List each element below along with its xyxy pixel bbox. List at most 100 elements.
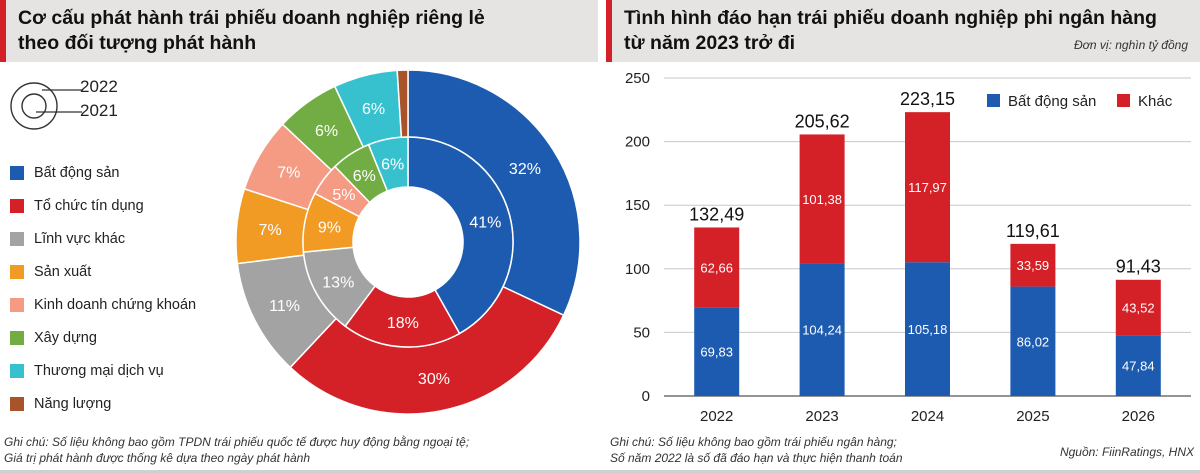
bar-value-label: 104,24 <box>802 323 842 338</box>
left-title-bar: Cơ cấu phát hành trái phiếu doanh nghiệp… <box>0 0 598 62</box>
legend-item: Bất động sản <box>10 163 119 183</box>
bar-legend-swatch <box>987 94 1000 107</box>
bar-segment-khac <box>1010 243 1056 287</box>
bar-legend-label: Bất động sản <box>1008 93 1096 110</box>
bar-segment-khac <box>1115 279 1161 336</box>
bar-value-label: 105,18 <box>908 322 948 337</box>
left-note-line2: Giá trị phát hành được thống kê dựa theo… <box>4 451 311 465</box>
right-title: Tình hình đáo hạn trái phiếu doanh nghiệ… <box>624 6 1157 56</box>
legend-swatch <box>10 265 24 279</box>
donut-slice-label: 6% <box>362 101 385 118</box>
left-note-line1: Ghi chú: Số liệu không bao gồm TPDN trái… <box>4 435 470 449</box>
donut-slice-2021 <box>407 136 514 335</box>
legend-label: Sản xuất <box>34 264 92 280</box>
bottom-rule <box>0 470 1200 473</box>
legend-swatch <box>10 397 24 411</box>
left-note: Ghi chú: Số liệu không bao gồm TPDN trái… <box>4 434 469 466</box>
y-tick-label: 50 <box>633 324 650 341</box>
bar-legend-swatch <box>1117 94 1130 107</box>
left-title: Cơ cấu phát hành trái phiếu doanh nghiệp… <box>18 6 485 56</box>
legend-swatch <box>10 298 24 312</box>
donut-chart: 32% 30% 11% 7% 7% 6% 6% 41% 18% 13% 9% 5% 6% 6% <box>235 70 581 415</box>
right-title-line1: Tình hình đáo hạn trái phiếu doanh nghiệ… <box>624 7 1157 29</box>
x-tick-label: 2026 <box>1122 408 1155 425</box>
legend-item: Xây dựng <box>10 328 97 348</box>
ring-label-outer: 2022 <box>80 77 118 96</box>
source-label: Nguồn: FiinRatings, HNX <box>1059 445 1194 459</box>
bar-total-label: 119,61 <box>1006 221 1060 241</box>
legend-swatch <box>10 199 24 213</box>
left-panel: Cơ cấu phát hành trái phiếu doanh nghiệp… <box>0 0 598 473</box>
donut-slice-label: 41% <box>469 215 501 232</box>
legend-swatch <box>10 166 24 180</box>
bar-value-label: 86,02 <box>1017 334 1050 349</box>
title-accent <box>0 0 6 62</box>
bar-segment-khac <box>799 134 845 264</box>
donut-slice-label: 5% <box>332 187 355 204</box>
bar-segment-bat-dong-san <box>1115 335 1161 396</box>
donut-slice-label: 30% <box>418 371 450 388</box>
right-title-bar: Tình hình đáo hạn trái phiếu doanh nghiệ… <box>606 0 1200 62</box>
legend-label: Kinh doanh chứng khoán <box>34 297 197 313</box>
legend-item: Lĩnh vực khác <box>10 229 125 249</box>
donut-slice-label: 7% <box>259 222 282 239</box>
donut-slice-label: 9% <box>318 220 341 237</box>
legend-label: Tổ chức tín dụng <box>34 198 144 214</box>
legend-swatch <box>10 331 24 345</box>
y-tick-label: 250 <box>625 70 650 87</box>
donut-slice-label: 6% <box>315 123 338 140</box>
legend-item: Kinh doanh chứng khoán <box>10 295 196 315</box>
right-note: Ghi chú: Số liệu không bao gồm trái phiế… <box>610 434 903 466</box>
bar-value-label: 33,59 <box>1017 258 1050 273</box>
right-panel: Tình hình đáo hạn trái phiếu doanh nghiệ… <box>606 0 1200 473</box>
x-tick-label: 2025 <box>1016 408 1049 425</box>
y-tick-label: 0 <box>642 388 650 405</box>
ring-label-inner: 2021 <box>80 101 118 120</box>
ring-key-icon <box>10 82 82 130</box>
bar-value-label: 62,66 <box>700 260 733 275</box>
right-note-line2: Số năm 2022 là số đã đáo hạn và thực hiệ… <box>610 451 903 465</box>
bar-value-label: 101,38 <box>802 192 842 207</box>
bar-chart: 0 50 100 150 200 250 69,83 62,66 132,49 2022 104,2… <box>625 70 1191 425</box>
panel-divider <box>599 0 605 473</box>
y-tick-label: 150 <box>625 197 650 214</box>
title-accent <box>606 0 612 62</box>
left-title-line1: Cơ cấu phát hành trái phiếu doanh nghiệp… <box>18 7 485 29</box>
donut-slice-2021 <box>367 136 409 192</box>
bar-total-label: 223,15 <box>900 89 955 109</box>
donut-slice-label: 13% <box>322 274 354 291</box>
bar-total-label: 205,62 <box>795 111 850 131</box>
donut-slice-label: 7% <box>277 164 300 181</box>
bar-value-label: 117,97 <box>908 180 947 195</box>
bar-legend-label: Khác <box>1138 93 1173 110</box>
legend-label: Xây dựng <box>34 330 97 346</box>
unit-label: Đơn vị: nghìn tỷ đồng <box>1074 38 1188 52</box>
bar-value-label: 69,83 <box>700 345 733 360</box>
legend-label: Lĩnh vực khác <box>34 231 126 247</box>
legend-item: Năng lượng <box>10 394 111 414</box>
bar-segment-khac <box>905 112 950 263</box>
legend-item: Thương mại dịch vụ <box>10 361 164 381</box>
legend-label: Thương mại dịch vụ <box>34 363 164 379</box>
donut-slice-label: 11% <box>269 298 300 315</box>
x-tick-label: 2022 <box>700 408 733 425</box>
bar-value-label: 43,52 <box>1122 300 1155 315</box>
left-title-line2: theo đối tượng phát hành <box>18 32 257 54</box>
legend-swatch <box>10 232 24 246</box>
bar-segment-bat-dong-san <box>694 307 740 396</box>
bar-segment-bat-dong-san <box>1010 286 1056 396</box>
y-tick-label: 200 <box>625 134 650 151</box>
bar-segment-khac <box>694 227 740 308</box>
legend-item: Sản xuất <box>10 262 91 282</box>
x-tick-label: 2023 <box>805 408 838 425</box>
legend-item: Tổ chức tín dụng <box>10 196 144 216</box>
bar-total-label: 91,43 <box>1116 257 1161 277</box>
right-note-line1: Ghi chú: Số liệu không bao gồm trái phiế… <box>610 435 897 449</box>
bar-segment-bat-dong-san <box>905 262 950 396</box>
bar-value-label: 47,84 <box>1122 359 1155 374</box>
x-tick-label: 2024 <box>911 408 944 425</box>
donut-slice-label: 6% <box>381 156 404 173</box>
legend-label: Bất động sản <box>34 165 120 181</box>
bar-segment-bat-dong-san <box>799 263 845 396</box>
legend-swatch <box>10 364 24 378</box>
